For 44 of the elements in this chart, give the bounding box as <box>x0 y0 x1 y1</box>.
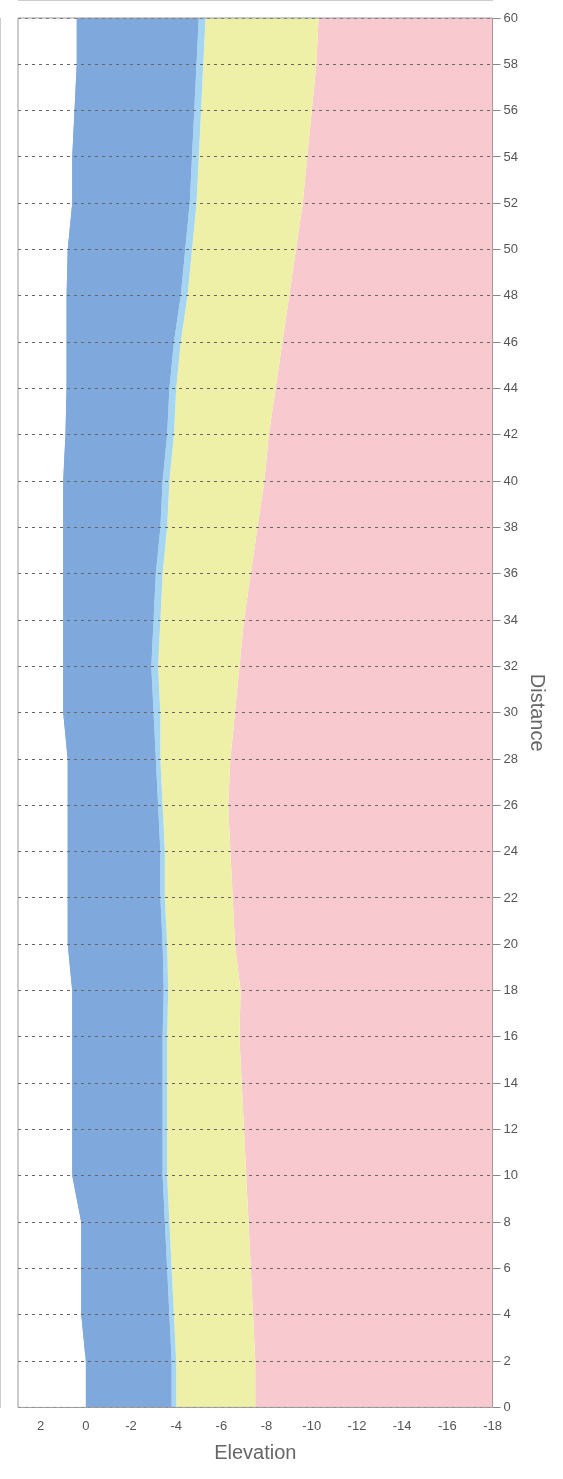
y-tick-label: 6 <box>503 1260 511 1276</box>
x-tick-label: -2 <box>125 1417 137 1433</box>
x-tick-label: 0 <box>82 1417 90 1433</box>
y-tick-label: 22 <box>503 889 519 905</box>
y-tick-label: 58 <box>503 55 519 71</box>
y-tick-label: 38 <box>503 519 519 535</box>
x-tick-label: -12 <box>347 1417 367 1433</box>
y-tick-label: 60 <box>503 9 519 25</box>
y-tick-label: 30 <box>503 704 519 720</box>
y-axis-title: Distance <box>527 673 550 752</box>
y-tick-label: 8 <box>503 1213 511 1229</box>
y-tick-label: 0 <box>503 1398 511 1414</box>
y-tick-label: 48 <box>503 287 519 303</box>
x-tick-label: 2 <box>36 1417 45 1433</box>
x-tick-label: -8 <box>260 1417 273 1433</box>
y-tick-label: 4 <box>503 1306 511 1322</box>
y-tick-label: 16 <box>503 1028 519 1044</box>
x-tick-label: -6 <box>215 1417 228 1433</box>
y-tick-label: 36 <box>503 565 519 581</box>
y-tick-label: 54 <box>503 148 519 164</box>
x-tick-label: -10 <box>302 1417 322 1433</box>
y-tick-label: 26 <box>503 796 519 812</box>
x-tick-label: -14 <box>392 1417 412 1433</box>
y-tick-label: 18 <box>503 982 519 998</box>
y-tick-label: 20 <box>503 935 519 951</box>
y-tick-label: 12 <box>503 1121 519 1137</box>
y-tick-label: 56 <box>503 102 519 118</box>
y-tick-label: 28 <box>503 750 519 766</box>
y-tick-label: 52 <box>503 194 519 210</box>
y-tick-label: 2 <box>503 1352 511 1368</box>
y-tick-label: 46 <box>503 333 519 349</box>
y-tick-label: 42 <box>503 426 519 442</box>
y-tick-label: 40 <box>503 472 519 488</box>
y-tick-label: 50 <box>503 241 519 257</box>
x-tick-label: -18 <box>483 1417 502 1433</box>
y-tick-label: 14 <box>503 1074 519 1090</box>
x-axis-title: Elevation <box>214 1440 297 1463</box>
x-tick-label: -4 <box>170 1417 182 1433</box>
x-tick-label: -16 <box>437 1417 457 1433</box>
y-tick-label: 34 <box>503 611 519 627</box>
y-tick-label: 10 <box>503 1167 519 1183</box>
y-tick-label: 44 <box>503 380 519 396</box>
y-tick-label: 32 <box>503 657 519 673</box>
y-tick-label: 24 <box>503 843 519 859</box>
